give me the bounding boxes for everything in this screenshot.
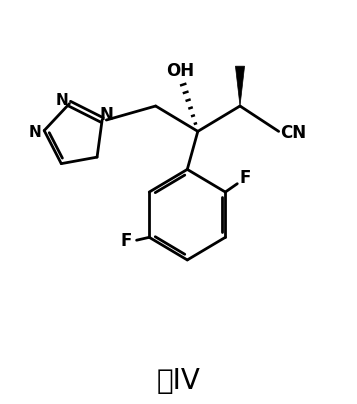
Text: N: N xyxy=(29,125,42,140)
Text: F: F xyxy=(240,168,251,187)
Text: N: N xyxy=(55,93,68,108)
Text: OH: OH xyxy=(166,61,194,80)
Text: CN: CN xyxy=(280,124,307,142)
Text: F: F xyxy=(120,232,132,250)
Text: N: N xyxy=(99,105,113,124)
Polygon shape xyxy=(235,66,245,106)
Text: 式IV: 式IV xyxy=(157,367,200,395)
